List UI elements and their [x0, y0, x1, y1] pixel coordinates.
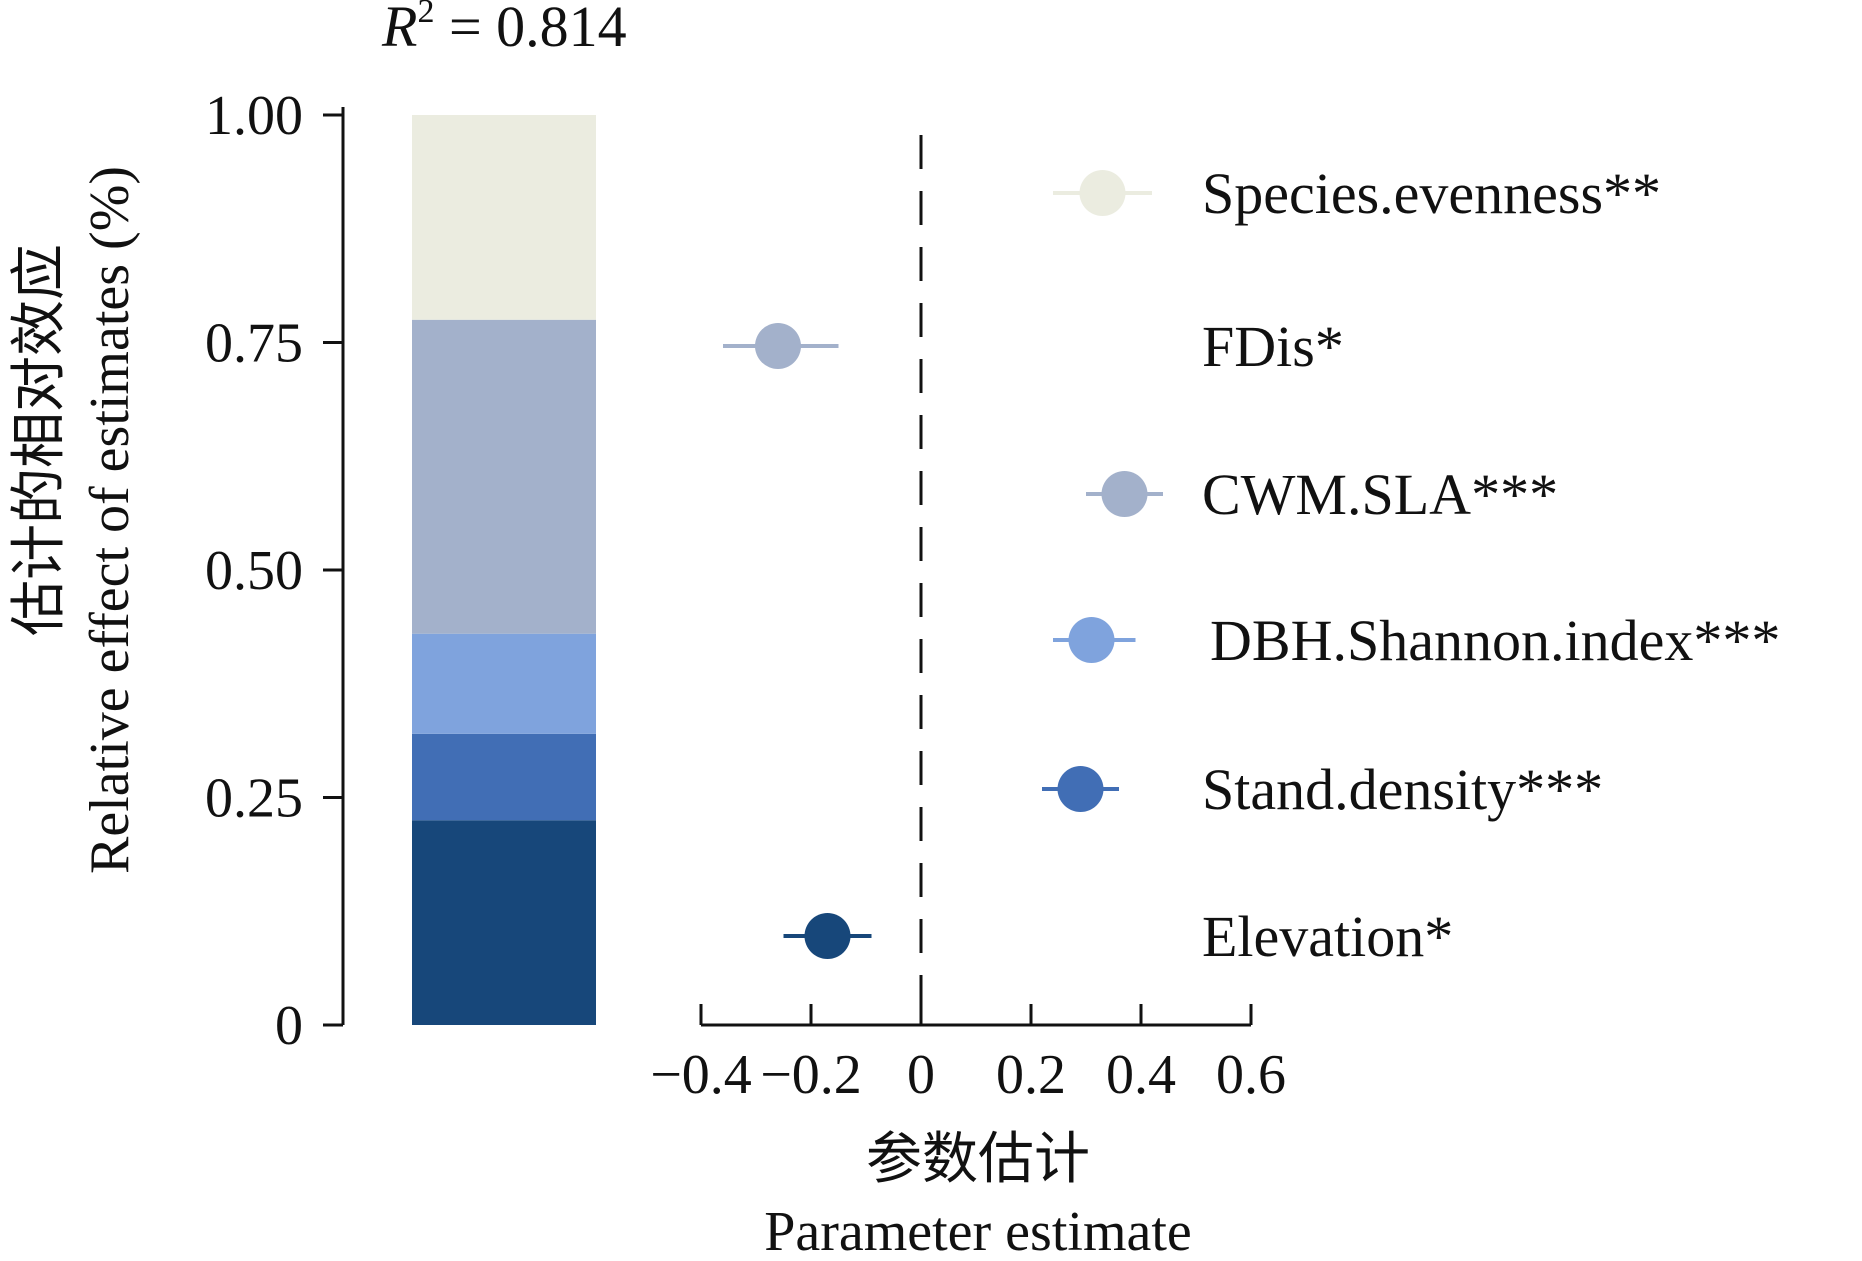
estimate-point	[1068, 617, 1115, 663]
predictor-label: Stand.density***	[1202, 757, 1603, 822]
y-axis: 0 0.25 0.50 0.75 1.00	[205, 85, 345, 1057]
estimate-point	[755, 323, 801, 369]
y-tick-label: 0.50	[205, 540, 303, 602]
r2-value: = 0.814	[434, 0, 626, 59]
y-tick-label: 0	[275, 995, 303, 1057]
bar-segment	[412, 633, 596, 734]
estimate-point	[1057, 766, 1104, 812]
estimate-point	[804, 913, 851, 959]
estimate-point	[1079, 170, 1126, 216]
predictor-label: DBH.Shannon.index***	[1210, 608, 1780, 673]
y-tick-label: 1.00	[205, 85, 303, 147]
r2-symbol: R	[381, 0, 417, 59]
x-tick-label: −0.4	[650, 1044, 752, 1106]
r2-exponent: 2	[417, 0, 434, 30]
x-axis-title-cn: 参数估计	[866, 1129, 1090, 1191]
x-tick-label: 0.2	[996, 1044, 1066, 1106]
predictor-label: FDis*	[1202, 314, 1344, 379]
y-tick-label: 0.75	[205, 313, 303, 375]
predictor-label: CWM.SLA***	[1202, 462, 1558, 527]
bar-segment	[412, 319, 596, 634]
predictor-label: Species.evenness**	[1202, 161, 1661, 226]
x-tick-label: 0.4	[1106, 1044, 1176, 1106]
x-ticks: −0.4 −0.2 0 0.2 0.4 0.6	[650, 1004, 1286, 1106]
y-ticks: 0 0.25 0.50 0.75 1.00	[205, 85, 343, 1057]
x-tick-label: 0	[907, 1044, 935, 1106]
x-axis-title-en: Parameter estimate	[764, 1201, 1192, 1256]
predictor-label: Elevation*	[1202, 904, 1453, 969]
estimate-point	[1101, 471, 1148, 517]
x-tick-label: −0.2	[760, 1044, 862, 1106]
y-tick-label: 0.25	[205, 768, 303, 830]
x-axis: −0.4 −0.2 0 0.2 0.4 0.6	[650, 1004, 1286, 1106]
bar-segment	[412, 820, 596, 1025]
x-tick-label: 0.6	[1216, 1044, 1286, 1106]
bar-segment	[412, 115, 596, 320]
y-axis-title-cn: 估计的相对效应	[9, 244, 71, 636]
y-axis-title-en: Relative effect of estimates (%)	[79, 166, 141, 874]
bar-segment	[412, 733, 596, 821]
r2-label: R2 = 0.814	[381, 0, 627, 59]
predictor-labels: Species.evenness** FDis* CWM.SLA*** DBH.Sha…	[1202, 161, 1780, 969]
stacked-bar	[412, 115, 596, 1025]
coefficient-points	[723, 170, 1163, 959]
